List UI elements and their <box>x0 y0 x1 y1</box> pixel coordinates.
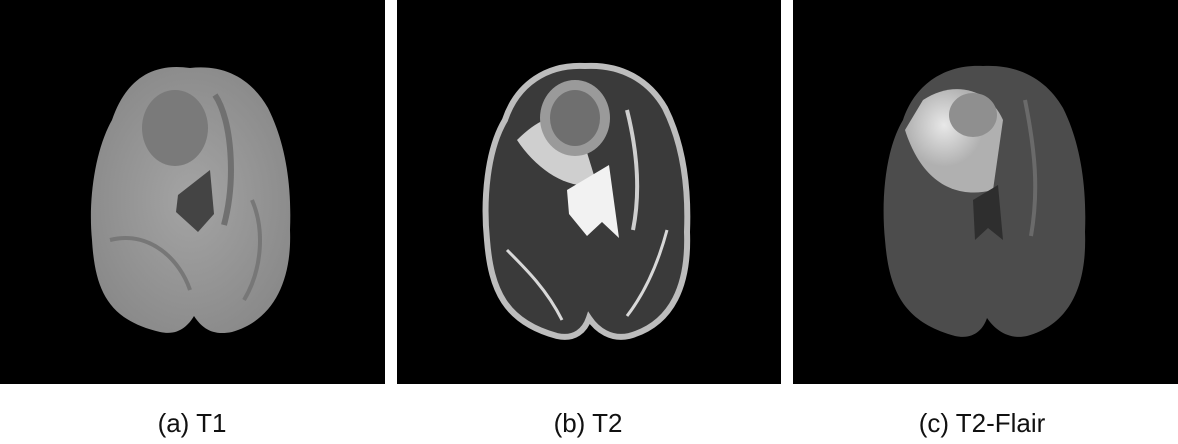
mri-panel-t2-flair <box>793 0 1178 384</box>
caption-t1: (a) T1 <box>157 408 227 438</box>
mri-image-t2-flair <box>883 65 1086 337</box>
mri-panel-t1 <box>0 0 385 384</box>
caption-t2-flair: (c) T2-Flair <box>918 408 1046 438</box>
mri-panel-t2 <box>397 0 781 384</box>
mri-image-t1 <box>90 66 291 334</box>
caption-t2: (b) T2 <box>553 408 623 438</box>
mri-image-t2 <box>482 62 691 340</box>
